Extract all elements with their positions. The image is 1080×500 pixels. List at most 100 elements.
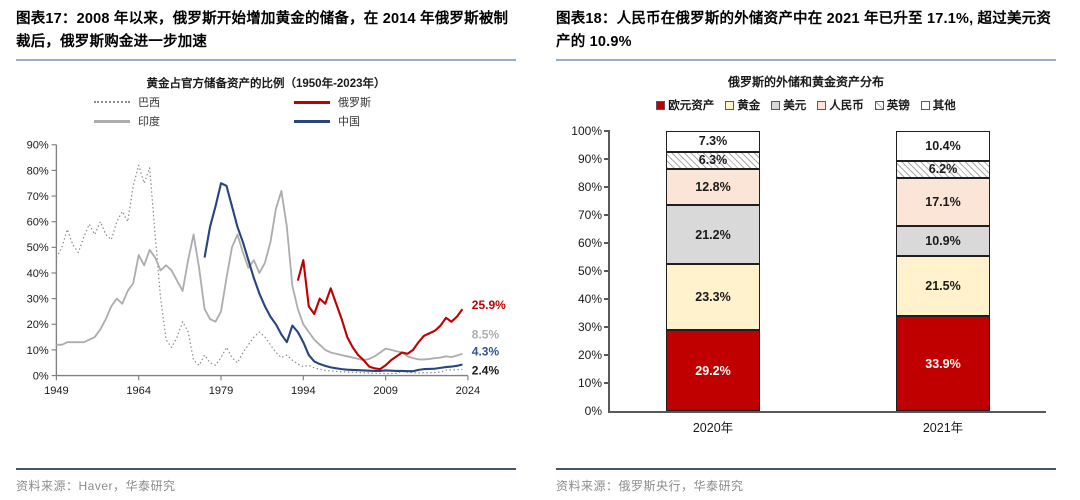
bar-segment-黄金-2020年: 23.3%	[666, 264, 760, 330]
x-tick-label: 1964	[126, 385, 151, 397]
y-tick-label: 90%	[577, 152, 602, 167]
legend-color-swatch	[725, 100, 735, 110]
y-tick-label: 0%	[33, 371, 49, 383]
legend-item-人民币: 人民币	[817, 97, 864, 113]
x-tick-label: 1949	[44, 385, 69, 397]
series-line-巴西	[55, 165, 463, 375]
legend-line-swatch	[294, 120, 330, 123]
legend-item-英镑: 英镑	[874, 97, 910, 113]
stacked-bar-chart-title: 俄罗斯的外储和黄金资产分布	[727, 75, 884, 90]
legend-label: 英镑	[886, 100, 910, 113]
legend-item-黄金: 黄金	[725, 97, 760, 113]
legend-label: 美元	[783, 100, 807, 113]
figure17-panel: 图表17：2008 年以来，俄罗斯开始增加黄金的储备，在 2014 年俄罗斯被制…	[16, 8, 516, 494]
y-tick-label: 100%	[571, 124, 602, 139]
legend-line-swatch	[94, 101, 130, 104]
legend-item-美元: 美元	[771, 97, 806, 113]
legend-item-欧元资产: 欧元资产	[656, 97, 714, 113]
y-tick-mark	[604, 158, 610, 160]
series-line-俄罗斯	[296, 259, 464, 371]
legend-item-其他: 其他	[920, 97, 956, 113]
legend-label: 欧元资产	[668, 100, 715, 113]
y-tick-label: 30%	[577, 320, 602, 335]
y-tick-mark	[604, 354, 610, 356]
end-value-label-俄罗斯: 25.9%	[472, 298, 506, 312]
bar-segment-人民币-2020年: 12.8%	[666, 169, 760, 206]
bar-segment-黄金-2021年: 21.5%	[896, 256, 990, 317]
y-tick-label: 20%	[577, 348, 602, 363]
legend-line-swatch	[294, 101, 330, 104]
x-tick-label: 2024	[456, 385, 481, 397]
y-tick-label: 50%	[27, 243, 49, 255]
y-tick-mark	[604, 186, 610, 188]
bar-segment-美元-2021年: 10.9%	[896, 225, 990, 257]
legend-color-swatch	[874, 100, 884, 110]
legend-label: 黄金	[737, 100, 761, 113]
y-tick-label: 70%	[577, 208, 602, 223]
legend-color-swatch	[771, 100, 781, 110]
y-tick-label: 80%	[577, 180, 602, 195]
legend-item-巴西: 巴西	[66, 94, 266, 110]
end-value-label-中国: 4.3%	[472, 345, 500, 359]
legend-label: 其他	[932, 100, 956, 113]
category-label-2021年: 2021年	[922, 421, 964, 436]
figure18-footer-divider: 资料来源：俄罗斯央行，华泰研究	[556, 468, 1056, 494]
y-tick-label: 0%	[584, 404, 602, 419]
end-value-label-巴西: 2.4%	[472, 364, 500, 378]
bar-segment-英镑-2021年: 6.2%	[896, 160, 990, 178]
stacked-bar-axes: 0% 10% 20% 30% 40% 50% 60% 70% 80% 90% 100% 29.2% 23…	[571, 124, 1046, 435]
gold-reserve-ratio-line-chart: 0% 10% 20% 30% 40% 50% 60% 70% 80% 90% 1949 1964 197…	[27, 140, 507, 397]
bar-segment-其他-2021年: 10.4%	[896, 131, 990, 161]
legend-color-swatch	[920, 100, 930, 110]
y-tick-label: 60%	[27, 217, 49, 229]
bar-segment-欧元资产-2021年: 33.9%	[896, 316, 990, 412]
y-tick-mark	[604, 326, 610, 328]
legend-item-印度: 印度	[66, 113, 266, 129]
bar-segment-其他-2020年: 7.3%	[666, 131, 760, 152]
y-tick-label: 60%	[577, 236, 602, 251]
legend-label: 中国	[338, 116, 360, 129]
series-line-中国	[203, 182, 463, 373]
y-tick-label: 30%	[27, 294, 49, 306]
y-tick-label: 40%	[27, 268, 49, 280]
legend-label: 人民币	[829, 100, 864, 113]
bar-segment-美元-2020年: 21.2%	[666, 205, 760, 265]
y-tick-mark	[604, 382, 610, 384]
series-line-印度	[56, 190, 463, 362]
legend-label: 巴西	[138, 97, 160, 110]
figure18-panel: 图表18：人民币在俄罗斯的外储资产中在 2021 年已升至 17.1%, 超过美…	[540, 0, 1080, 500]
y-tick-label: 40%	[577, 292, 602, 307]
y-tick-label: 10%	[577, 376, 602, 391]
line-chart-legend: 巴西 俄罗斯印度 中国	[66, 94, 466, 129]
bar-segment-英镑-2020年: 6.3%	[666, 151, 760, 170]
legend-item-中国: 中国	[266, 113, 466, 129]
y-tick-label: 80%	[27, 166, 49, 178]
y-tick-mark	[604, 130, 610, 132]
bar-segment-人民币-2021年: 17.1%	[896, 177, 990, 226]
y-tick-mark	[604, 270, 610, 272]
y-tick-label: 70%	[27, 191, 49, 203]
figure18-header: 图表18：人民币在俄罗斯的外储资产中在 2021 年已升至 17.1%, 超过美…	[556, 8, 1056, 62]
legend-color-swatch	[817, 100, 827, 110]
y-tick-label: 90%	[27, 140, 49, 152]
x-tick-label: 1979	[209, 385, 234, 397]
legend-color-swatch	[656, 100, 666, 110]
y-tick-mark	[604, 242, 610, 244]
x-tick-label: 2009	[373, 385, 398, 397]
bar-segment-欧元资产-2020年: 29.2%	[666, 329, 760, 412]
legend-label: 俄罗斯	[338, 97, 371, 110]
figure18-source: 资料来源：俄罗斯央行，华泰研究	[556, 479, 744, 493]
legend-line-swatch	[94, 120, 130, 123]
end-value-label-印度: 8.5%	[472, 328, 500, 342]
legend-item-俄罗斯: 俄罗斯	[266, 94, 466, 110]
y-tick-mark	[604, 298, 610, 300]
y-tick-label: 50%	[577, 264, 602, 279]
y-tick-mark	[604, 214, 610, 216]
figure17-footer-divider: 资料来源：Haver，华泰研究	[16, 468, 516, 494]
figure17-header: 图表17：2008 年以来，俄罗斯开始增加黄金的储备，在 2014 年俄罗斯被制…	[16, 8, 516, 62]
stacked-bar-plot-area: 0% 10% 20% 30% 40% 50% 60% 70% 80% 90% 100% 29.2% 23…	[571, 124, 1056, 435]
y-tick-label: 20%	[27, 319, 49, 331]
category-label-2020年: 2020年	[692, 421, 734, 436]
y-tick-label: 10%	[27, 345, 49, 357]
